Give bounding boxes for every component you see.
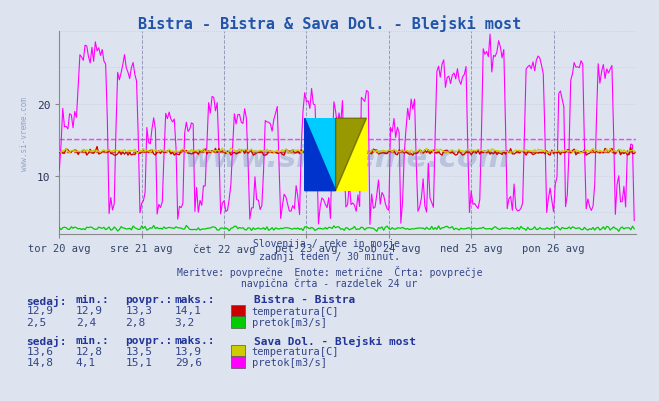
Text: 2,8: 2,8 bbox=[125, 317, 146, 327]
Text: 13,5: 13,5 bbox=[125, 346, 152, 356]
Text: maks.:: maks.: bbox=[175, 295, 215, 305]
Text: 3,2: 3,2 bbox=[175, 317, 195, 327]
Text: 15,1: 15,1 bbox=[125, 357, 152, 367]
Text: 12,9: 12,9 bbox=[26, 306, 53, 316]
Text: 13,6: 13,6 bbox=[26, 346, 53, 356]
Text: 12,8: 12,8 bbox=[76, 346, 103, 356]
Text: navpična črta - razdelek 24 ur: navpična črta - razdelek 24 ur bbox=[241, 278, 418, 289]
Text: Bistra - Bistra & Sava Dol. - Blejski most: Bistra - Bistra & Sava Dol. - Blejski mo… bbox=[138, 15, 521, 32]
Text: temperatura[C]: temperatura[C] bbox=[252, 346, 339, 356]
Text: povpr.:: povpr.: bbox=[125, 295, 173, 305]
Text: sedaj:: sedaj: bbox=[26, 335, 67, 346]
Polygon shape bbox=[304, 119, 335, 191]
Text: Meritve: povprečne  Enote: metrične  Črta: povprečje: Meritve: povprečne Enote: metrične Črta:… bbox=[177, 265, 482, 277]
Text: 4,1: 4,1 bbox=[76, 357, 96, 367]
Text: min.:: min.: bbox=[76, 335, 109, 345]
Text: 12,9: 12,9 bbox=[76, 306, 103, 316]
Text: 14,1: 14,1 bbox=[175, 306, 202, 316]
Text: Slovenija / reke in morje.: Slovenija / reke in morje. bbox=[253, 239, 406, 249]
Text: www.si-vreme.com: www.si-vreme.com bbox=[185, 143, 511, 172]
Bar bbox=[335, 119, 366, 191]
Text: Bistra - Bistra: Bistra - Bistra bbox=[254, 295, 355, 305]
Text: zadnji teden / 30 minut.: zadnji teden / 30 minut. bbox=[259, 252, 400, 262]
Bar bbox=[304, 119, 335, 191]
Text: 14,8: 14,8 bbox=[26, 357, 53, 367]
Text: pretok[m3/s]: pretok[m3/s] bbox=[252, 317, 327, 327]
Text: 2,5: 2,5 bbox=[26, 317, 47, 327]
Polygon shape bbox=[335, 119, 366, 191]
Text: 29,6: 29,6 bbox=[175, 357, 202, 367]
Text: 2,4: 2,4 bbox=[76, 317, 96, 327]
Text: min.:: min.: bbox=[76, 295, 109, 305]
Text: Sava Dol. - Blejski most: Sava Dol. - Blejski most bbox=[254, 335, 416, 346]
Text: povpr.:: povpr.: bbox=[125, 335, 173, 345]
Text: www.si-vreme.com: www.si-vreme.com bbox=[20, 96, 29, 170]
Text: temperatura[C]: temperatura[C] bbox=[252, 306, 339, 316]
Text: maks.:: maks.: bbox=[175, 335, 215, 345]
Text: 13,9: 13,9 bbox=[175, 346, 202, 356]
Text: sedaj:: sedaj: bbox=[26, 295, 67, 306]
Text: pretok[m3/s]: pretok[m3/s] bbox=[252, 357, 327, 367]
Text: 13,3: 13,3 bbox=[125, 306, 152, 316]
